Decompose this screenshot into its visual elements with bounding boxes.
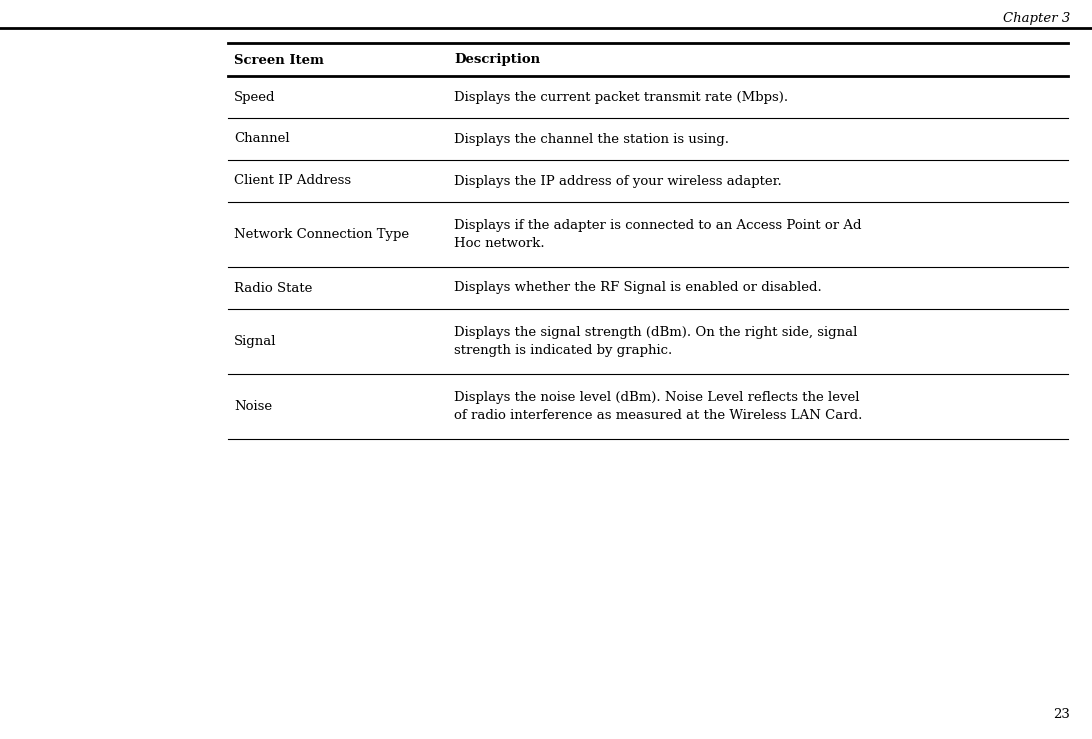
Text: strength is indicated by graphic.: strength is indicated by graphic. (454, 344, 673, 357)
Text: Displays the noise level (dBm). Noise Level reflects the level: Displays the noise level (dBm). Noise Le… (454, 391, 859, 404)
Text: Channel: Channel (234, 132, 289, 146)
Text: Displays the IP address of your wireless adapter.: Displays the IP address of your wireless… (454, 174, 782, 188)
Text: Displays the channel the station is using.: Displays the channel the station is usin… (454, 132, 729, 146)
Text: Displays if the adapter is connected to an Access Point or Ad: Displays if the adapter is connected to … (454, 219, 862, 232)
Text: Signal: Signal (234, 335, 276, 348)
Text: Displays whether the RF Signal is enabled or disabled.: Displays whether the RF Signal is enable… (454, 282, 822, 295)
Text: Chapter 3: Chapter 3 (1002, 12, 1070, 25)
Text: Screen Item: Screen Item (234, 53, 324, 67)
Text: Displays the signal strength (dBm). On the right side, signal: Displays the signal strength (dBm). On t… (454, 326, 857, 339)
Text: of radio interference as measured at the Wireless LAN Card.: of radio interference as measured at the… (454, 409, 863, 422)
Text: Noise: Noise (234, 400, 272, 413)
Text: Client IP Address: Client IP Address (234, 174, 352, 188)
Text: Hoc network.: Hoc network. (454, 236, 545, 250)
Text: Displays the current packet transmit rate (Mbps).: Displays the current packet transmit rat… (454, 90, 788, 103)
Text: Description: Description (454, 53, 541, 67)
Text: Radio State: Radio State (234, 282, 312, 295)
Text: Network Connection Type: Network Connection Type (234, 228, 410, 241)
Text: 23: 23 (1053, 708, 1070, 721)
Text: Speed: Speed (234, 90, 275, 103)
